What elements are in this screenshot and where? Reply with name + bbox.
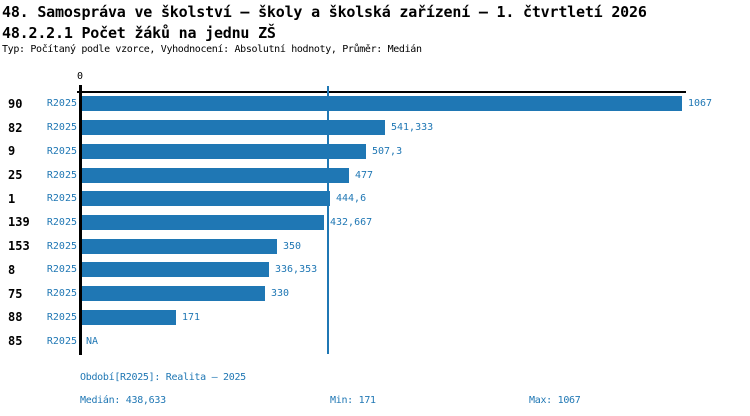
bar-value-label: 444,6 <box>336 193 367 205</box>
row-series-label: R2025 <box>46 193 77 205</box>
bar-value-label: 1067 <box>688 98 713 110</box>
footer-max-stat: Max: 1067 <box>529 395 581 406</box>
x-axis-zero-tick-label: 0 <box>76 71 84 82</box>
chart-row: 1 R2025 444,6 <box>0 187 750 211</box>
row-group-label: 9 <box>8 144 16 159</box>
y-axis-line <box>79 85 82 355</box>
chart-row: 75 R2025 330 <box>0 282 750 306</box>
bar <box>82 96 682 112</box>
chart-subtitle: 48.2.2.1 Počet žáků na jednu ZŠ <box>2 24 276 42</box>
bar <box>82 309 176 325</box>
bar <box>82 214 324 230</box>
median-reference-line <box>327 86 329 354</box>
top-axis-line <box>77 91 686 93</box>
bar <box>82 286 265 302</box>
bar <box>82 238 277 254</box>
bar-value-label: 171 <box>182 311 201 323</box>
bar <box>82 120 385 136</box>
footer-median-stat: Medián: 438,633 <box>80 395 166 406</box>
row-series-label: R2025 <box>46 264 77 276</box>
row-group-label: 90 <box>8 96 23 111</box>
bar-value-label: 432,667 <box>330 216 373 228</box>
bar-value-label: 477 <box>355 169 374 181</box>
chart-row: 85 R2025 NA <box>0 329 750 353</box>
row-series-label: R2025 <box>46 145 77 157</box>
bar-value-label: 541,333 <box>391 122 434 134</box>
chart-row: 153 R2025 350 <box>0 234 750 258</box>
row-group-label: 88 <box>8 310 23 325</box>
row-series-label: R2025 <box>46 216 77 228</box>
row-series-label: R2025 <box>46 240 77 252</box>
row-series-label: R2025 <box>46 98 77 110</box>
bar <box>82 191 330 207</box>
bar-value-label: 330 <box>271 288 290 300</box>
chart-meta-info: Typ: Počítaný podle vzorce, Vyhodnocení:… <box>2 44 422 55</box>
bar-value-label: 350 <box>283 240 302 252</box>
row-group-label: 82 <box>8 120 23 135</box>
footer-period-label: Období[R2025]: Realita – 2025 <box>80 372 246 383</box>
chart-row: 90 R2025 1067 <box>0 92 750 116</box>
chart-row: 139 R2025 432,667 <box>0 211 750 235</box>
bar-value-label: NA <box>86 335 99 347</box>
bar-value-label: 507,3 <box>372 145 403 157</box>
row-series-label: R2025 <box>46 288 77 300</box>
chart-row: 82 R2025 541,333 <box>0 116 750 140</box>
row-series-label: R2025 <box>46 335 77 347</box>
row-group-label: 139 <box>8 215 30 230</box>
bar-value-label: 336,353 <box>275 264 318 276</box>
chart-row: 9 R2025 507,3 <box>0 139 750 163</box>
row-group-label: 75 <box>8 286 23 301</box>
row-group-label: 8 <box>8 262 16 277</box>
bar <box>82 167 349 183</box>
row-series-label: R2025 <box>46 169 77 181</box>
footer-min-stat: Min: 171 <box>330 395 376 406</box>
row-group-label: 153 <box>8 239 30 254</box>
bar <box>82 143 366 159</box>
bar <box>82 262 269 278</box>
row-group-label: 1 <box>8 191 16 206</box>
page-title: 48. Samospráva ve školství – školy a ško… <box>2 3 647 21</box>
row-group-label: 85 <box>8 334 23 349</box>
chart-row: 88 R2025 171 <box>0 306 750 330</box>
row-series-label: R2025 <box>46 122 77 134</box>
chart-row: 25 R2025 477 <box>0 163 750 187</box>
row-series-label: R2025 <box>46 311 77 323</box>
row-group-label: 25 <box>8 168 23 183</box>
chart-row: 8 R2025 336,353 <box>0 258 750 282</box>
